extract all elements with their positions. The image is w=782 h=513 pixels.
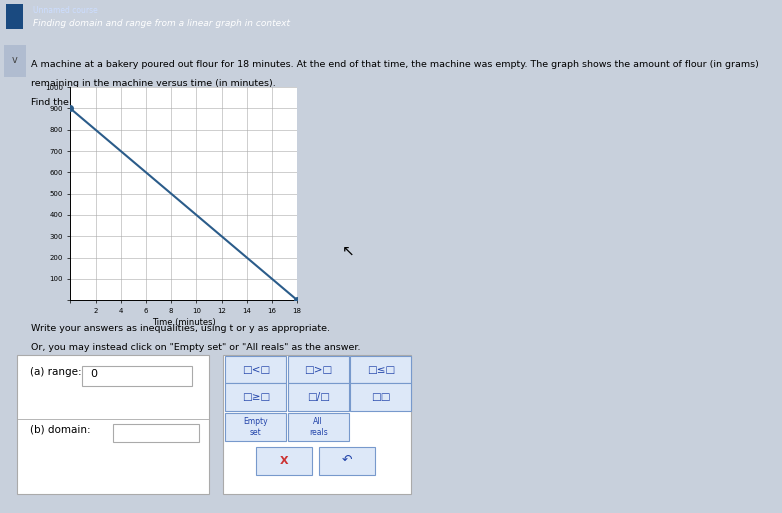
FancyBboxPatch shape [82,366,192,386]
FancyBboxPatch shape [4,45,26,76]
FancyBboxPatch shape [288,383,349,411]
Text: Unnamed course: Unnamed course [33,6,98,15]
Text: ↶: ↶ [342,454,352,467]
FancyBboxPatch shape [288,413,349,441]
Text: (a) range:: (a) range: [30,367,81,377]
FancyBboxPatch shape [225,356,286,384]
Text: Find the range and the domain of the function shown.: Find the range and the domain of the fun… [31,98,287,107]
FancyBboxPatch shape [319,447,375,475]
Text: Or, you may instead click on "Empty set" or "All reals" as the answer.: Or, you may instead click on "Empty set"… [31,343,361,352]
FancyBboxPatch shape [6,4,23,29]
FancyBboxPatch shape [225,413,286,441]
Text: □□: □□ [371,392,390,402]
Text: v: v [12,55,18,65]
Text: A machine at a bakery poured out flour for 18 minutes. At the end of that time, : A machine at a bakery poured out flour f… [31,60,759,69]
FancyBboxPatch shape [113,424,199,442]
Text: Finding domain and range from a linear graph in context: Finding domain and range from a linear g… [33,19,290,28]
Text: ↖: ↖ [342,244,354,259]
Text: All
reals: All reals [309,418,328,437]
Text: Empty
set: Empty set [243,418,268,437]
Text: □<□: □<□ [242,365,270,374]
Text: □>□: □>□ [304,365,332,374]
FancyBboxPatch shape [225,383,286,411]
Text: (b) domain:: (b) domain: [30,424,91,435]
FancyBboxPatch shape [256,447,312,475]
Text: Write your answers as inequalities, using t or y as appropriate.: Write your answers as inequalities, usin… [31,324,330,332]
FancyBboxPatch shape [223,354,411,494]
Text: □≤□: □≤□ [367,365,395,374]
Text: □≥□: □≥□ [242,392,270,402]
FancyBboxPatch shape [17,354,209,494]
FancyBboxPatch shape [288,356,349,384]
Text: 0: 0 [90,369,97,380]
Text: X: X [280,456,289,466]
Text: remaining in the machine versus time (in minutes).: remaining in the machine versus time (in… [31,79,276,88]
FancyBboxPatch shape [350,383,411,411]
Text: □/□: □/□ [307,392,330,402]
X-axis label: Time (minutes): Time (minutes) [152,318,216,327]
FancyBboxPatch shape [350,356,411,384]
